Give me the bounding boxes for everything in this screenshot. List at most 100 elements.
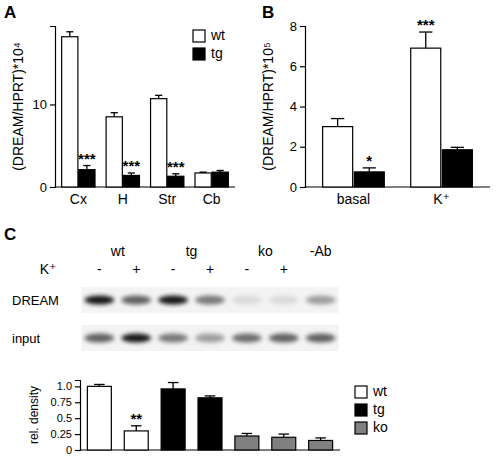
blot: -+wt-+tg-+ko-AbK⁺DREAMinput — [12, 243, 339, 351]
y-axis-title: (DREAM/HPRT)*10⁴ — [10, 42, 26, 171]
error-bar-cap — [94, 384, 105, 385]
significance: *** — [78, 150, 96, 167]
y-tick-mark — [300, 106, 305, 107]
legend-item: wt — [193, 27, 225, 43]
error-bar-cap — [155, 95, 162, 96]
bar — [161, 389, 185, 450]
blot-band — [195, 334, 225, 343]
x-tick: K⁺ — [433, 187, 450, 207]
lane-sign: - — [245, 261, 250, 277]
annotations: ********* — [78, 150, 185, 175]
legend-swatch — [355, 422, 367, 434]
x-tick-label: Str — [158, 191, 176, 207]
bar — [323, 127, 353, 187]
chart-panel: A010CxHStrCb(DREAM/HPRT)*10⁴*********wtt… — [4, 3, 235, 207]
error-bar — [278, 434, 289, 437]
error-bar-cap — [205, 395, 216, 396]
error-bar-cap — [315, 437, 326, 438]
y-axis-title: rel. density — [27, 386, 41, 444]
legend-label: ko — [373, 419, 388, 435]
y-tick-mark — [75, 402, 80, 403]
y-tick-label: 0 — [40, 180, 47, 195]
x-axis: basal K⁺ — [305, 187, 490, 207]
bar — [123, 175, 139, 187]
significance: *** — [417, 16, 435, 33]
legend-item: ko — [355, 419, 388, 435]
y-axis-line — [300, 27, 306, 188]
error-bar-cap — [451, 147, 464, 148]
y-axis-title: (DREAM/HPRT)*10⁵ — [260, 42, 276, 170]
treatment-label: K⁺ — [40, 261, 57, 277]
significance: *** — [167, 158, 185, 175]
y-tick-label: 4 — [290, 99, 297, 114]
x-tick-label: H — [118, 191, 128, 207]
y-tick: 0 — [290, 180, 305, 195]
legend-swatch — [355, 386, 367, 398]
y-tick-label: 6 — [290, 59, 297, 74]
significance: ** — [130, 410, 142, 427]
panel-title: A — [4, 3, 16, 22]
blot-band — [158, 334, 188, 343]
error-bar — [315, 438, 326, 441]
y-axis-line — [75, 381, 81, 451]
y-tick-mark — [300, 66, 305, 67]
bar — [106, 117, 122, 187]
blot-band — [121, 296, 151, 305]
x-tick-label: K⁺ — [433, 191, 450, 207]
x-tick: Cx — [70, 187, 87, 207]
error-bar — [155, 95, 162, 98]
y-tick: 0 — [66, 444, 80, 456]
bar — [168, 176, 184, 187]
bar — [272, 437, 296, 450]
bar — [198, 398, 222, 450]
error-bar-stem — [172, 383, 173, 389]
y-tick: 0 — [40, 180, 55, 195]
error-bar-stem — [425, 32, 426, 48]
panel-title: C — [4, 225, 16, 244]
y-tick-mark — [50, 187, 55, 188]
plot-marks — [87, 383, 332, 450]
x-tick: Str — [158, 187, 176, 207]
y-tick-label: 0.5 — [57, 412, 72, 424]
bar — [411, 48, 441, 187]
annotations: ** — [130, 410, 142, 427]
figure-svg: A010CxHStrCb(DREAM/HPRT)*10⁴*********wtt… — [0, 0, 500, 469]
y-tick-label: 10 — [33, 97, 47, 112]
figure: A010CxHStrCb(DREAM/HPRT)*10⁴*********wtt… — [0, 0, 500, 469]
legend-swatch — [193, 30, 205, 42]
error-bar — [94, 384, 105, 386]
y-tick: 1.0 — [57, 380, 80, 392]
y-tick: 6 — [290, 59, 305, 74]
blot-band — [232, 296, 262, 305]
legend-label: wt — [372, 383, 387, 399]
y-tick-mark — [50, 104, 55, 105]
legend-swatch — [193, 48, 205, 60]
error-bar-cap — [278, 433, 289, 434]
x-axis: Cx H Str Cb — [55, 187, 235, 207]
lane-sign: + — [132, 261, 140, 277]
blot-strip — [81, 325, 338, 351]
lane-group-label: wt — [110, 243, 125, 259]
y-tick-label: 0 — [66, 444, 72, 456]
bar — [235, 436, 259, 450]
error-bar — [331, 119, 344, 127]
legend: wttgko — [355, 383, 388, 435]
blot-strip — [81, 287, 338, 313]
error-bar — [217, 170, 224, 172]
lane-sign: + — [280, 261, 288, 277]
y-tick-mark — [75, 450, 80, 451]
blot-row-label: input — [12, 331, 41, 346]
y-tick-label: 0.75 — [51, 396, 72, 408]
x-tick-label: Cb — [203, 191, 221, 207]
error-bar-stem — [337, 119, 338, 127]
y-tick-mark — [75, 418, 80, 419]
legend-item: tg — [193, 45, 223, 61]
blot-band — [269, 296, 299, 305]
error-bar — [451, 147, 464, 149]
x-tick-label: basal — [337, 191, 370, 207]
lane-group-label: ko — [258, 243, 273, 259]
y-tick-label: 0.25 — [51, 428, 72, 440]
y-tick-mark — [300, 187, 305, 188]
panel-title: B — [262, 3, 274, 22]
x-tick: H — [118, 187, 128, 207]
